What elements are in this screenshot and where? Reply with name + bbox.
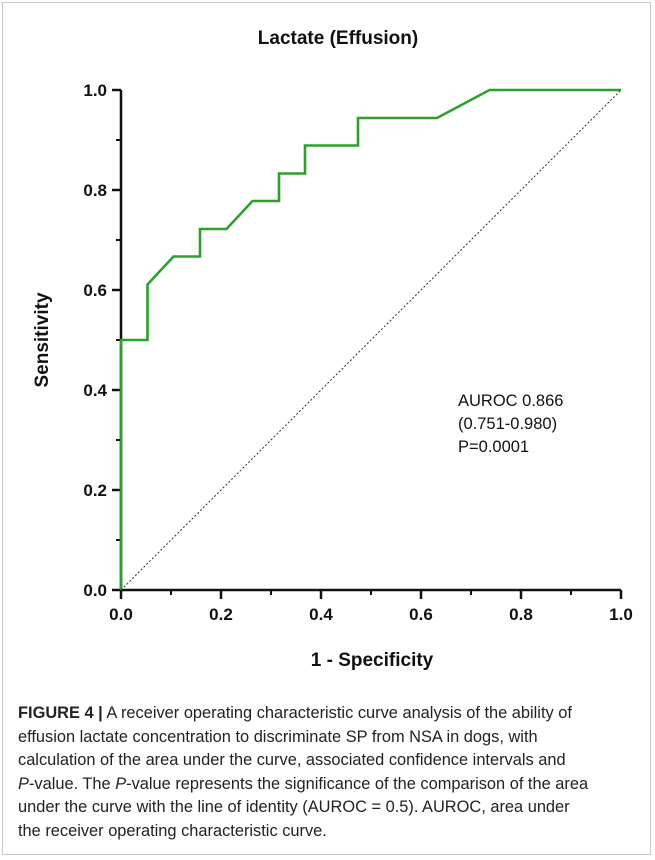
annotation-auroc: AUROC 0.866 bbox=[458, 392, 563, 410]
caption-label: FIGURE 4 | bbox=[18, 704, 103, 722]
roc-curve bbox=[119, 88, 621, 590]
x-tick-label: 0.6 bbox=[409, 605, 433, 624]
x-tick-label: 0.2 bbox=[209, 605, 233, 624]
caption-line-6: the receiver operating characteristic cu… bbox=[18, 821, 327, 840]
caption-line-4a: -value. The bbox=[28, 774, 116, 793]
caption-p-italic: P bbox=[18, 774, 29, 793]
caption-p-italic-2: P bbox=[115, 774, 127, 793]
caption-line-2: effusion lactate concentration to discri… bbox=[18, 727, 538, 746]
roc-chart: Lactate (Effusion) 0.0 0.2 0.4 0.6 0.8 1.00.0… bbox=[32, 28, 633, 671]
y-tick-label: 0.4 bbox=[83, 381, 107, 400]
y-tick-label: 0.6 bbox=[83, 281, 107, 300]
x-tick-label: 0.0 bbox=[109, 605, 133, 624]
chart-title: Lactate (Effusion) bbox=[258, 28, 418, 49]
caption-line-4b: -value represents the significance of th… bbox=[126, 774, 589, 793]
plot-area: 0.0 0.2 0.4 0.6 0.8 1.0 0.0 0.2 0.4 0.6 0.8 1.0 bbox=[83, 81, 632, 624]
x-tick-label: 1.0 bbox=[609, 605, 633, 624]
annotation-ci: (0.751-0.980) bbox=[458, 415, 557, 433]
y-tick-label: 0.0 bbox=[83, 581, 107, 600]
x-axis-label: 1 - Specificity bbox=[311, 650, 434, 671]
reference-line bbox=[120, 89, 622, 591]
y-tick-label: 1.0 bbox=[83, 81, 107, 100]
y-tick-label: 0.8 bbox=[83, 181, 107, 200]
caption-line-3: calculation of the area under the curve,… bbox=[18, 751, 566, 769]
x-tick-label: 0.4 bbox=[309, 605, 333, 624]
caption-line-1: A receiver operating characteristic curv… bbox=[102, 704, 572, 722]
y-tick-label: 0.2 bbox=[83, 481, 107, 500]
y-axis-label: Sensitivity bbox=[32, 292, 53, 387]
x-tick-label: 0.8 bbox=[509, 605, 533, 624]
annotation-p: P=0.0001 bbox=[458, 438, 529, 456]
caption-line-5: under the curve with the line of identit… bbox=[18, 798, 570, 816]
figure-caption: FIGURE 4 | A receiver operating characte… bbox=[18, 702, 638, 843]
